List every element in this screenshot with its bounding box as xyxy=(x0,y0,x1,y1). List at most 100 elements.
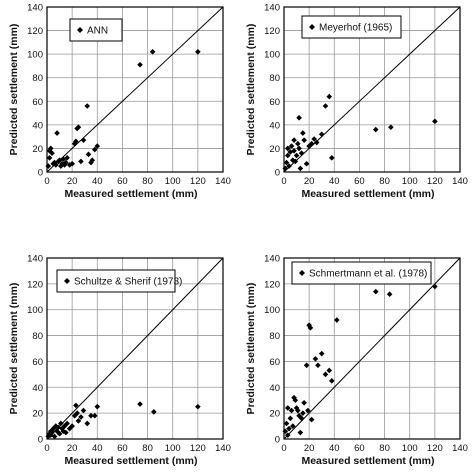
data-point xyxy=(284,405,291,411)
y-tick-label: 140 xyxy=(27,3,43,14)
data-point xyxy=(74,410,80,416)
data-point xyxy=(195,403,201,410)
data-point xyxy=(89,157,96,164)
data-point xyxy=(322,103,329,109)
y-tick-label: 40 xyxy=(269,383,280,394)
data-point xyxy=(283,420,290,427)
data-point xyxy=(300,130,306,136)
data-point xyxy=(94,403,101,410)
x-tick-label: 20 xyxy=(304,176,315,187)
legend: Meyerhof (1965) xyxy=(301,15,402,39)
legend-label: Schultze & Sherif (1973) xyxy=(74,277,182,288)
data-point xyxy=(318,131,325,138)
data-point xyxy=(73,138,79,145)
y-tick-label: 100 xyxy=(264,50,280,61)
legend-label: Meyerhof (1965) xyxy=(319,23,392,34)
x-tick-label: 40 xyxy=(329,176,340,187)
data-point xyxy=(69,423,75,429)
data-point xyxy=(326,367,333,374)
data-point xyxy=(75,418,82,424)
x-tick-label: 100 xyxy=(165,443,181,454)
data-point xyxy=(63,159,69,166)
data-point xyxy=(94,143,101,149)
reference-line-1-to-1 xyxy=(46,257,224,440)
legend-marker xyxy=(299,270,305,276)
data-point xyxy=(318,350,325,357)
y-tick-label: 140 xyxy=(27,254,43,265)
data-point xyxy=(284,152,291,159)
x-tick-label: 140 xyxy=(452,176,468,187)
x-tick-label: 0 xyxy=(281,176,286,187)
data-point xyxy=(372,288,379,295)
x-tick-label: 140 xyxy=(215,443,231,454)
x-axis-label: Measured settlement (mm) xyxy=(301,188,434,200)
y-tick-label: 60 xyxy=(32,357,43,368)
data-point xyxy=(80,407,87,414)
legend-marker xyxy=(309,24,315,30)
data-point xyxy=(292,158,299,165)
data-point xyxy=(311,136,317,142)
data-point xyxy=(296,114,302,121)
data-point xyxy=(60,156,67,162)
y-axis-label: Predicted settlement (mm) xyxy=(245,283,257,415)
data-point xyxy=(432,118,438,125)
y-tick-label: 100 xyxy=(264,305,280,316)
data-point xyxy=(308,140,315,147)
legend: ANN xyxy=(69,18,123,42)
plot-frame xyxy=(46,257,224,440)
y-tick-label: 0 xyxy=(275,435,280,446)
y-tick-label: 0 xyxy=(38,168,43,179)
y-axis-label: Predicted settlement (mm) xyxy=(8,24,20,156)
y-tick-label: 100 xyxy=(27,305,43,316)
data-point xyxy=(290,423,296,429)
data-point xyxy=(315,362,321,369)
x-tick-label: 100 xyxy=(165,176,181,187)
y-tick-label: 80 xyxy=(32,73,43,84)
data-point xyxy=(328,155,335,161)
y-tick-label: 140 xyxy=(264,3,280,14)
chart-panel-2: 0 20 40 60 80 100 120 140 0 20 40 60 80 100 120 140 Meas… xyxy=(245,3,468,201)
plot-frame xyxy=(283,257,461,440)
data-point xyxy=(88,412,94,419)
data-point xyxy=(297,165,304,172)
data-point xyxy=(64,420,70,427)
plot-frame xyxy=(46,6,224,173)
y-tick-label: 120 xyxy=(27,26,43,37)
data-point xyxy=(71,412,78,419)
data-point xyxy=(88,159,94,166)
y-tick-label: 0 xyxy=(38,435,43,446)
x-tick-label: 120 xyxy=(190,176,206,187)
data-point xyxy=(73,402,79,409)
legend-box xyxy=(69,18,123,42)
chart-panel-1: 0 20 40 60 80 100 120 140 0 20 40 60 80 100 120 140 Meas… xyxy=(8,3,231,201)
data-point xyxy=(49,429,55,436)
y-tick-label: 20 xyxy=(32,144,43,155)
data-point xyxy=(91,412,98,419)
data-point xyxy=(85,151,92,158)
data-point xyxy=(91,146,98,153)
x-tick-label: 100 xyxy=(402,443,418,454)
data-point xyxy=(75,124,82,131)
data-point xyxy=(84,103,91,109)
x-tick-label: 120 xyxy=(427,443,443,454)
data-point xyxy=(284,432,291,438)
data-point xyxy=(312,356,319,362)
data-point xyxy=(50,425,57,432)
legend: Schmertmann et al. (1978) xyxy=(291,261,432,285)
y-tick-label: 20 xyxy=(32,409,43,420)
data-point xyxy=(287,415,294,422)
data-point xyxy=(61,423,68,429)
y-tick-label: 60 xyxy=(269,357,280,368)
legend: Schultze & Sherif (1973) xyxy=(56,269,182,293)
data-point xyxy=(149,48,156,55)
data-point xyxy=(78,158,84,165)
data-point xyxy=(46,155,53,161)
y-tick-label: 0 xyxy=(275,168,280,179)
data-point xyxy=(288,143,295,149)
data-point xyxy=(292,397,299,404)
y-tick-label: 40 xyxy=(269,120,280,131)
y-tick-label: 60 xyxy=(269,97,280,108)
data-point xyxy=(328,378,335,384)
y-axis-label: Predicted settlement (mm) xyxy=(8,283,20,415)
data-point xyxy=(313,139,320,146)
